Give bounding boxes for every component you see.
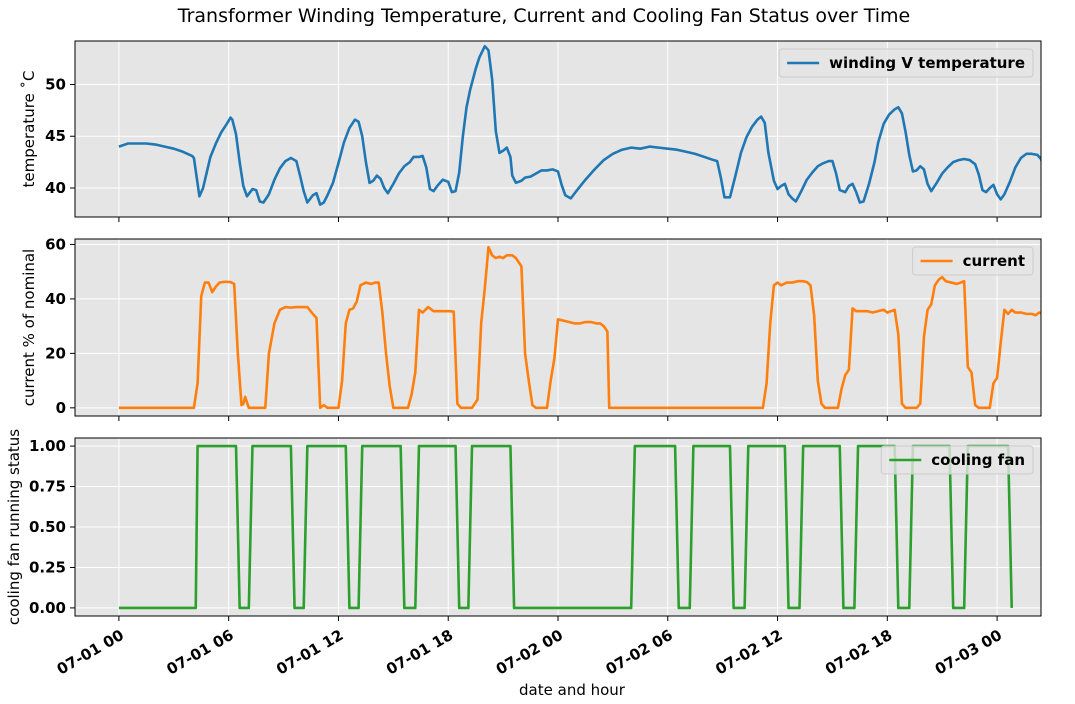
legend-box	[912, 246, 1034, 276]
legend: cooling fan	[880, 445, 1034, 475]
plot-frame	[74, 40, 1042, 218]
legend-label: winding V temperature	[829, 54, 1025, 72]
x-tick-label: 07-01 00	[54, 626, 127, 679]
y-axis-label: current % of nominal	[20, 249, 38, 406]
series-line	[118, 44, 1041, 206]
x-tick-label: 07-02 00	[493, 626, 566, 679]
y-tick-label: 40	[45, 290, 66, 308]
y-tick-label: 0.75	[29, 478, 66, 496]
plot-frame	[74, 238, 1042, 417]
legend-label: current	[963, 252, 1025, 270]
x-tick-label: 07-01 06	[164, 626, 237, 679]
y-axis-label: cooling fan running status	[5, 429, 23, 625]
y-tick-label: 1.00	[29, 437, 66, 455]
series-line	[118, 245, 1041, 410]
legend-box	[880, 445, 1034, 475]
legend: winding V temperature	[778, 48, 1034, 78]
y-tick-label: 0.50	[29, 518, 66, 536]
x-tick-label: 07-02 18	[822, 626, 895, 679]
y-tick-label: 20	[45, 344, 66, 362]
x-tick-label: 07-01 12	[273, 626, 346, 679]
y-tick-label: 60	[45, 235, 66, 253]
plot-frame	[74, 437, 1042, 617]
x-tick-label: 07-01 18	[383, 626, 456, 679]
x-tick-label: 07-02 06	[603, 626, 676, 679]
x-axis-label: date and hour	[519, 681, 626, 699]
legend-box	[778, 48, 1034, 78]
y-tick-label: 50	[45, 75, 66, 93]
y-tick-label: 0.00	[29, 599, 66, 617]
legend-label: cooling fan	[931, 451, 1025, 469]
x-tick-label: 07-02 12	[712, 626, 785, 679]
series-line	[118, 444, 1014, 610]
legend: current	[912, 246, 1034, 276]
y-tick-label: 40	[45, 179, 66, 197]
panel-2: 0 20 40 60 current % of nominal current	[20, 235, 1042, 421]
y-tick-label: 0.25	[29, 558, 66, 576]
x-tick-label: 07-03 00	[932, 626, 1005, 679]
y-axis-label: temperature ˚C	[20, 70, 38, 187]
panel-3: 0.00 0.25 0.50 0.75 1.00 cooling fan running …	[5, 429, 1042, 625]
y-tick-label: 0	[56, 399, 66, 417]
chart-title: Transformer Winding Temperature, Current…	[177, 5, 910, 27]
y-tick-label: 45	[45, 127, 66, 145]
panel-1: 40 45 50 temperature ˚C winding V temperatur…	[20, 40, 1042, 222]
